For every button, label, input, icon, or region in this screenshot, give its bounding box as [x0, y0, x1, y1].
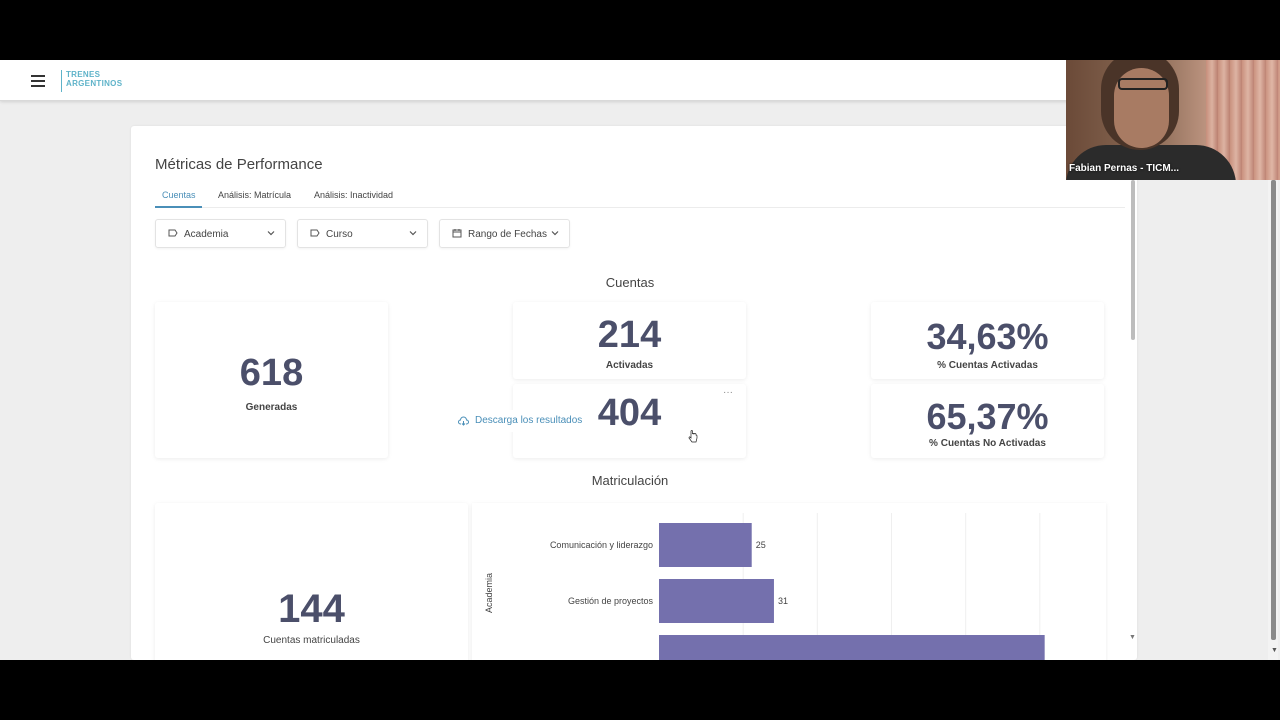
chevron-down-icon [551, 231, 559, 236]
card-scroll-down-icon[interactable]: ▼ [1129, 634, 1136, 641]
page-title: Métricas de Performance [155, 156, 323, 173]
curso-filter-label: Curso [326, 229, 353, 240]
generadas-label: Generadas [245, 402, 298, 413]
download-results-button[interactable]: Descarga los resultados [451, 410, 593, 432]
activadas-label: Activadas [605, 360, 654, 371]
rango-fechas-filter[interactable]: Rango de Fechas [439, 219, 570, 248]
window-scrollbar-thumb[interactable] [1271, 180, 1276, 640]
chart-bar [659, 579, 774, 623]
logo-line1: TRENES [66, 70, 101, 79]
logo-line2: ARGENTINOS [66, 79, 123, 88]
matriculacion-section-title: Matriculación [591, 473, 669, 488]
tab-analisis-inactividad[interactable]: Análisis: Inactividad [314, 190, 394, 200]
chevron-down-icon [409, 231, 417, 236]
participant-face [1114, 68, 1169, 148]
tab-bar: Cuentas Análisis: Matrícula Análisis: In… [155, 186, 1125, 208]
metrics-card: Métricas de Performance Cuentas Análisis… [131, 126, 1137, 660]
participant-name: Fabian Pernas - TICM... [1069, 163, 1180, 174]
academia-filter-label: Academia [184, 229, 229, 240]
window-scroll-down-icon[interactable]: ▼ [1271, 647, 1278, 654]
rango-fechas-label: Rango de Fechas [468, 229, 547, 240]
pct-no-activadas-value: 65,37% [926, 396, 1049, 437]
more-options-icon[interactable]: ··· [723, 387, 733, 398]
chart-category-label: Comunicación y liderazgo [550, 540, 653, 550]
pct-no-activadas-label: % Cuentas No Activadas [929, 438, 1046, 449]
pct-activadas-label: % Cuentas Activadas [937, 360, 1038, 371]
curso-filter[interactable]: Curso [297, 219, 428, 248]
hand-cursor-icon [688, 430, 698, 443]
chart-bar [659, 635, 1045, 660]
download-results-label: Descarga los resultados [475, 415, 583, 426]
activadas-value: 214 [597, 314, 662, 356]
activadas-card: 214 Activadas [513, 302, 746, 379]
chevron-down-icon [267, 231, 275, 236]
brand-logo[interactable]: TRENES ARGENTINOS [61, 70, 122, 92]
matriculadas-card: 144 Cuentas matriculadas [155, 503, 468, 660]
chart-value-label: 31 [778, 596, 788, 606]
pct-activadas-value: 34,63% [926, 316, 1049, 357]
tag-icon [168, 229, 178, 237]
menu-icon[interactable] [31, 75, 45, 87]
matriculadas-value: 144 [278, 587, 345, 631]
chart-value-label: 25 [756, 540, 766, 550]
tag-icon [310, 229, 320, 237]
participant-glasses [1118, 78, 1168, 90]
no-activadas-value: 404 [597, 392, 662, 434]
card-scrollbar-thumb[interactable] [1131, 180, 1135, 340]
active-tab-indicator [155, 206, 202, 208]
chart-category-label: Gestión de proyectos [568, 596, 654, 606]
calendar-icon [452, 229, 462, 238]
academia-filter[interactable]: Academia [155, 219, 286, 248]
chart-y-axis-label: Academia [484, 573, 494, 613]
tab-cuentas[interactable]: Cuentas [162, 190, 196, 200]
chart-bar [659, 523, 752, 567]
cuentas-section-title: Cuentas [605, 275, 655, 290]
generadas-card: 618 Generadas [155, 302, 388, 458]
video-participant-tile[interactable]: Fabian Pernas - TICM... [1066, 60, 1280, 180]
academia-bar-chart: Academia Comunicación y liderazgo 25 Gestió… [484, 513, 1045, 660]
pct-no-activadas-card: 65,37% % Cuentas No Activadas [871, 384, 1104, 458]
pct-activadas-card: 34,63% % Cuentas Activadas [871, 302, 1104, 379]
generadas-value: 618 [239, 352, 304, 394]
cloud-download-icon [458, 416, 469, 426]
academia-chart-card: Academia Comunicación y liderazgo 25 Gestió… [472, 503, 1106, 660]
tab-analisis-matricula[interactable]: Análisis: Matrícula [218, 190, 292, 200]
participant-body [1066, 145, 1236, 180]
matriculadas-label: Cuentas matriculadas [263, 635, 360, 646]
